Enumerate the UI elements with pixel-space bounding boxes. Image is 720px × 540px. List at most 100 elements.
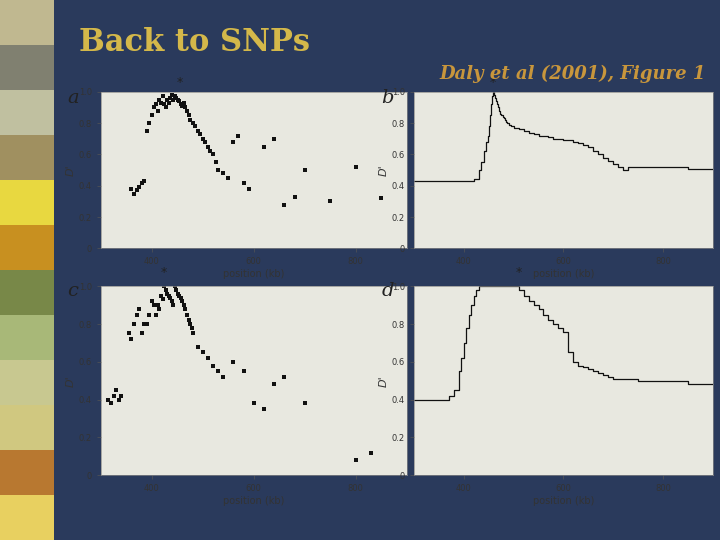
Point — [350, 456, 361, 464]
Point — [217, 169, 229, 178]
X-axis label: position (kb): position (kb) — [533, 269, 594, 279]
Point — [207, 150, 219, 159]
Point — [204, 147, 216, 156]
Point — [178, 98, 189, 107]
Point — [212, 166, 224, 174]
Point — [150, 100, 161, 109]
Point — [141, 320, 153, 328]
Point — [243, 185, 254, 193]
Point — [199, 138, 211, 146]
Text: c: c — [67, 282, 78, 300]
Y-axis label: D': D' — [66, 375, 76, 387]
X-axis label: position (kb): position (kb) — [223, 269, 284, 279]
Point — [115, 392, 127, 400]
Text: a: a — [67, 89, 78, 107]
Point — [183, 316, 194, 325]
Point — [299, 166, 310, 174]
Point — [233, 131, 244, 140]
Point — [133, 183, 145, 192]
Point — [279, 373, 290, 381]
Point — [289, 192, 300, 201]
Point — [210, 158, 221, 166]
Point — [238, 178, 249, 187]
Point — [376, 194, 387, 202]
Point — [156, 292, 167, 300]
Point — [157, 295, 168, 303]
Point — [175, 293, 186, 302]
Point — [172, 95, 184, 104]
Bar — [0, 315, 54, 360]
X-axis label: position (kb): position (kb) — [533, 496, 594, 506]
Point — [187, 119, 199, 127]
Bar — [0, 0, 54, 45]
Point — [212, 367, 224, 376]
Point — [258, 405, 270, 414]
Point — [136, 329, 148, 338]
Point — [187, 329, 199, 338]
Point — [128, 320, 140, 328]
Point — [169, 282, 181, 291]
Point — [299, 399, 310, 408]
Point — [238, 367, 249, 376]
Point — [228, 357, 239, 366]
Bar — [0, 45, 54, 90]
Point — [181, 106, 193, 115]
Bar — [0, 495, 54, 540]
Point — [131, 310, 143, 319]
Text: *: * — [490, 76, 496, 89]
Point — [152, 106, 163, 115]
Text: b: b — [381, 89, 394, 107]
Point — [166, 91, 177, 99]
Bar — [0, 90, 54, 135]
Point — [171, 286, 182, 294]
Point — [158, 100, 170, 109]
Text: *: * — [161, 266, 167, 279]
Point — [180, 305, 192, 313]
Point — [202, 354, 214, 362]
Point — [160, 103, 171, 112]
Point — [325, 197, 336, 206]
Point — [148, 301, 160, 309]
Point — [174, 292, 185, 300]
Y-axis label: D': D' — [379, 164, 389, 176]
Point — [168, 301, 179, 309]
Point — [168, 95, 179, 104]
Point — [194, 130, 206, 138]
Point — [183, 111, 194, 120]
Text: *: * — [176, 76, 182, 89]
Point — [269, 380, 280, 389]
Point — [153, 305, 165, 313]
Point — [143, 310, 155, 319]
Point — [163, 98, 174, 107]
Y-axis label: D': D' — [66, 164, 76, 176]
Point — [176, 102, 188, 110]
X-axis label: position (kb): position (kb) — [223, 496, 284, 506]
Text: *: * — [516, 266, 522, 279]
Point — [192, 342, 204, 351]
Point — [174, 97, 185, 105]
Point — [172, 289, 184, 298]
Point — [161, 289, 173, 298]
Bar — [0, 180, 54, 225]
Bar — [0, 360, 54, 405]
Point — [160, 286, 171, 294]
Point — [258, 142, 270, 151]
Point — [156, 98, 167, 107]
Bar — [0, 135, 54, 180]
Point — [146, 111, 158, 120]
Point — [126, 185, 138, 193]
Point — [153, 95, 165, 104]
Point — [148, 103, 160, 112]
Point — [184, 320, 196, 328]
Point — [181, 310, 193, 319]
Point — [169, 92, 181, 101]
Bar — [0, 225, 54, 270]
Point — [138, 320, 150, 328]
Point — [123, 329, 135, 338]
Point — [136, 178, 148, 187]
Text: Back to SNPs: Back to SNPs — [79, 27, 310, 58]
Point — [150, 310, 161, 319]
Point — [166, 297, 177, 306]
Point — [158, 282, 170, 291]
Point — [164, 94, 176, 103]
